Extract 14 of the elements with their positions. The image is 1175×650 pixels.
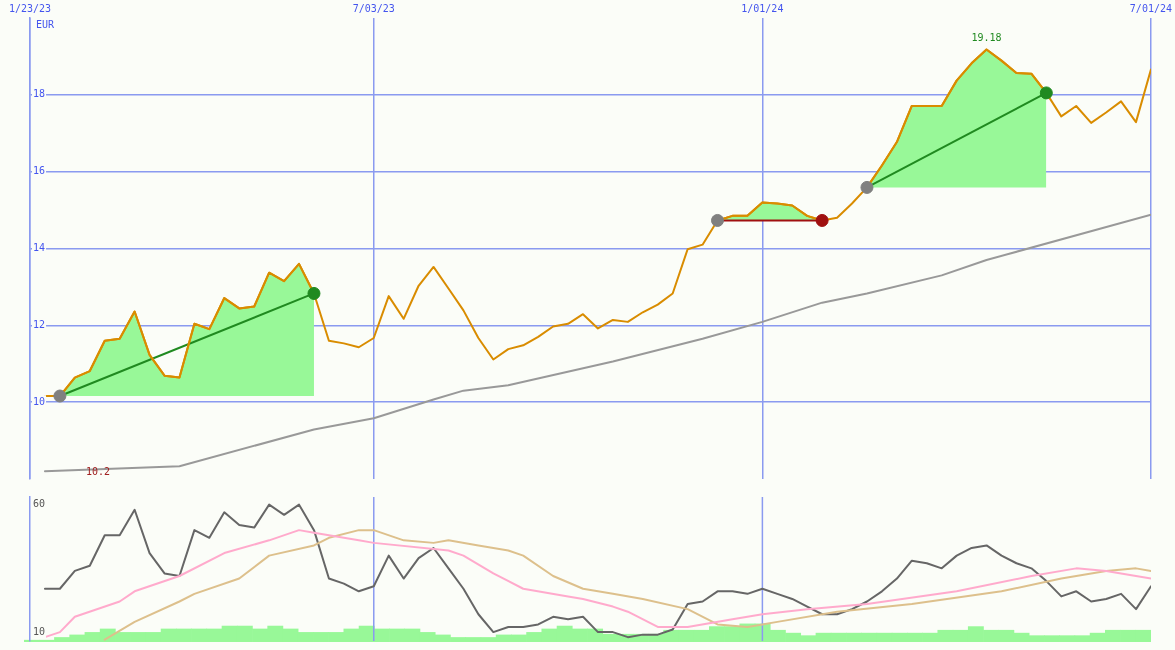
x-tick-label: 1/01/24 — [741, 2, 784, 14]
x-tick-label: 7/03/23 — [352, 2, 395, 14]
y-axis-title: EUR — [36, 18, 56, 30]
annotation: 19.18 — [971, 32, 1002, 44]
y-tick-label: 10 — [33, 625, 46, 637]
y-tick-label: 16 — [33, 165, 46, 177]
y-tick-label: 14 — [33, 242, 46, 254]
y-tick-label: 10 — [33, 395, 46, 407]
y-tick-label: 12 — [33, 318, 46, 330]
x-tick-label: 7/01/24 — [1129, 2, 1173, 14]
y-tick-label: 18 — [33, 88, 46, 100]
y-tick-label: 60 — [33, 498, 46, 510]
x-tick-label: 1/23/23 — [8, 2, 52, 14]
annotation: 10.2 — [86, 465, 111, 477]
